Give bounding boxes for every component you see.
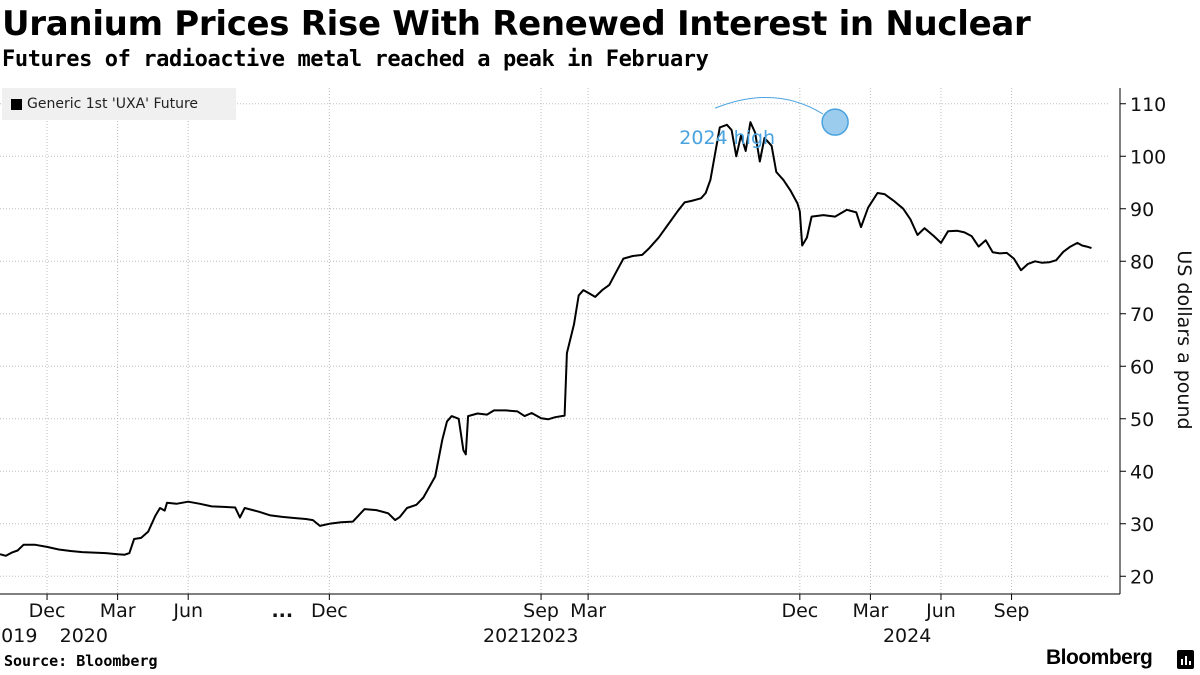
y-axis: 20 30 40 50 60 70 80 90 100 110 — [1119, 88, 1166, 594]
x-tick-label: Mar — [570, 600, 606, 622]
y-tick-label: 20 — [1130, 566, 1154, 588]
y-tick-label: 40 — [1130, 461, 1154, 483]
chart-subtitle: Futures of radioactive metal reached a p… — [2, 47, 709, 72]
x-tick-label: Jun — [925, 600, 956, 622]
x-tick-label: Sep — [994, 600, 1030, 622]
y-tick-label: 80 — [1130, 251, 1154, 273]
x-tick-label: Dec — [29, 600, 66, 622]
gridlines — [0, 88, 1108, 594]
y-tick-label: 110 — [1130, 94, 1166, 116]
x-year-label: 2020 — [60, 625, 108, 647]
y-tick-label: 70 — [1130, 304, 1154, 326]
legend-swatch-icon — [11, 98, 22, 110]
x-tick-label: Dec — [781, 600, 818, 622]
x-tick-label: Sep — [523, 600, 559, 622]
x-year-label: 2024 — [883, 625, 931, 647]
annotation-label: 2024 high — [679, 127, 775, 149]
y-tick-label: 60 — [1130, 356, 1154, 378]
x-year-label: 2023 — [530, 625, 578, 647]
y-tick-label: 30 — [1130, 514, 1154, 536]
annotation-layer: 2024 high — [679, 96, 849, 149]
source-note: Source: Bloomberg — [4, 652, 158, 670]
x-axis: Dec 2019 Mar 2020 Jun Dec Sep 2021 Mar 2023 Dec Mar… — [0, 593, 1120, 647]
x-tick-label: Dec — [311, 600, 348, 622]
series-line — [0, 121, 1092, 557]
series-layer — [0, 121, 1092, 557]
y-axis-label: US dollars a pound — [1173, 250, 1195, 429]
chart-title: Uranium Prices Rise With Renewed Interes… — [2, 4, 1031, 44]
legend-label: Generic 1st 'UXA' Future — [27, 96, 199, 112]
x-tick-label: Mar — [852, 600, 888, 622]
bloomberg-terminal-icon — [1177, 650, 1194, 669]
y-tick-label: 90 — [1130, 199, 1154, 221]
x-tick-label: Jun — [172, 600, 203, 622]
annotation-marker — [821, 108, 849, 136]
brand-logo: Bloomberg — [1046, 646, 1153, 669]
y-tick-label: 50 — [1130, 409, 1154, 431]
x-year-label: 2021 — [483, 625, 531, 647]
annotation-leader-line — [714, 96, 824, 115]
legend: Generic 1st 'UXA' Future — [2, 88, 236, 120]
x-tick-label: Mar — [100, 600, 136, 622]
axis-break-marker: ... — [271, 600, 293, 622]
x-year-label: 2019 — [0, 625, 37, 647]
y-tick-label: 100 — [1130, 146, 1166, 168]
